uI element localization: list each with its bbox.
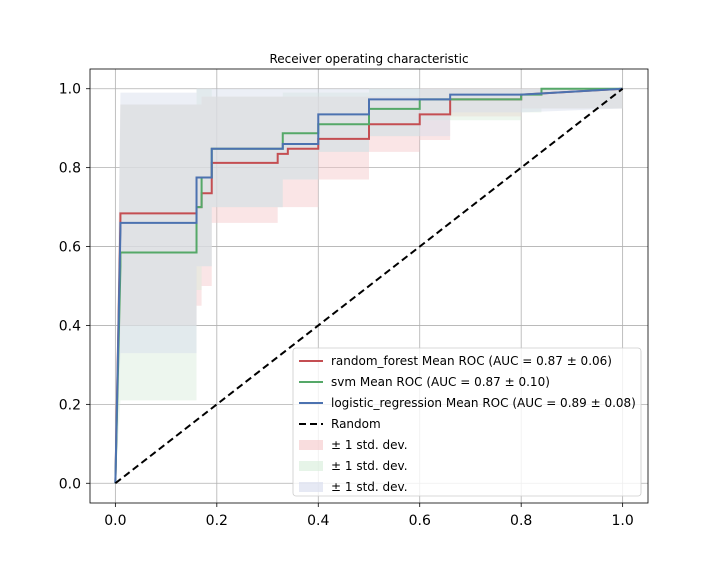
legend-label: ± 1 std. dev. bbox=[331, 438, 408, 452]
x-tick-label: 0.6 bbox=[409, 513, 431, 529]
legend-band-swatch bbox=[299, 461, 323, 471]
y-tick-label: 0.6 bbox=[59, 240, 81, 256]
x-tick-label: 1.0 bbox=[612, 513, 634, 529]
std-band bbox=[115, 88, 623, 484]
roc-line bbox=[114, 87, 623, 484]
x-tick-label: 0.2 bbox=[206, 513, 228, 529]
x-tick-label: 0.8 bbox=[510, 513, 532, 529]
legend-label: ± 1 std. dev. bbox=[331, 459, 408, 473]
legend-label: Random bbox=[331, 417, 381, 431]
y-tick-label: 1.0 bbox=[59, 82, 81, 98]
y-tick-label: 0.0 bbox=[59, 476, 81, 492]
legend-label: random_forest Mean ROC (AUC = 0.87 ± 0.0… bbox=[331, 354, 612, 368]
std-band bbox=[115, 88, 623, 484]
x-tick-label: 0.0 bbox=[104, 513, 126, 529]
legend-label: ± 1 std. dev. bbox=[331, 480, 408, 494]
chart-title: Receiver operating characteristic bbox=[269, 52, 468, 66]
legend-band-swatch bbox=[299, 440, 323, 450]
legend-band-swatch bbox=[299, 482, 323, 492]
legend-label: svm Mean ROC (AUC = 0.87 ± 0.10) bbox=[331, 375, 550, 389]
y-tick-label: 0.8 bbox=[59, 161, 81, 177]
x-tick-label: 0.4 bbox=[307, 513, 329, 529]
legend: random_forest Mean ROC (AUC = 0.87 ± 0.0… bbox=[292, 347, 642, 497]
plot-frame bbox=[89, 68, 649, 504]
y-tick-label: 0.2 bbox=[59, 397, 81, 413]
legend-label: logistic_regression Mean ROC (AUC = 0.89… bbox=[331, 396, 636, 410]
roc-line bbox=[114, 87, 623, 484]
std-band bbox=[115, 88, 623, 484]
legend-box bbox=[292, 347, 642, 497]
y-tick-label: 0.4 bbox=[59, 318, 81, 334]
random-line bbox=[114, 87, 624, 485]
